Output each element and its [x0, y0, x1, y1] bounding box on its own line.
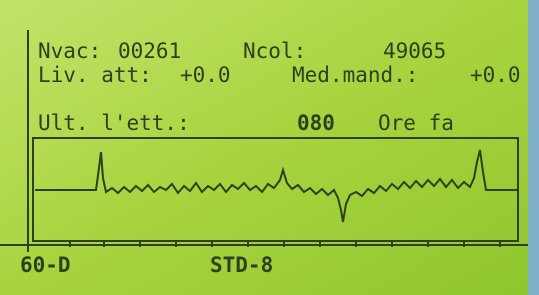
mode-label: 60-D	[20, 253, 71, 277]
standard-label: STD-8	[210, 253, 273, 277]
label: Med.mand.:	[292, 63, 418, 87]
value: +0.0	[180, 63, 231, 87]
value: 00261	[118, 39, 181, 63]
label: Ncol:	[243, 39, 306, 63]
label: Ore fa	[378, 111, 454, 135]
label: Nvac:	[38, 39, 101, 63]
label: Ult. l'ett.:	[38, 111, 190, 135]
value: 080	[297, 111, 335, 135]
lcd-screen: Nvac: 00261 Ncol: 49065 Liv. att: +0.0 M…	[0, 0, 539, 295]
value: 49065	[383, 39, 446, 63]
label: Liv. att:	[38, 63, 152, 87]
value: +0.0	[470, 63, 521, 87]
